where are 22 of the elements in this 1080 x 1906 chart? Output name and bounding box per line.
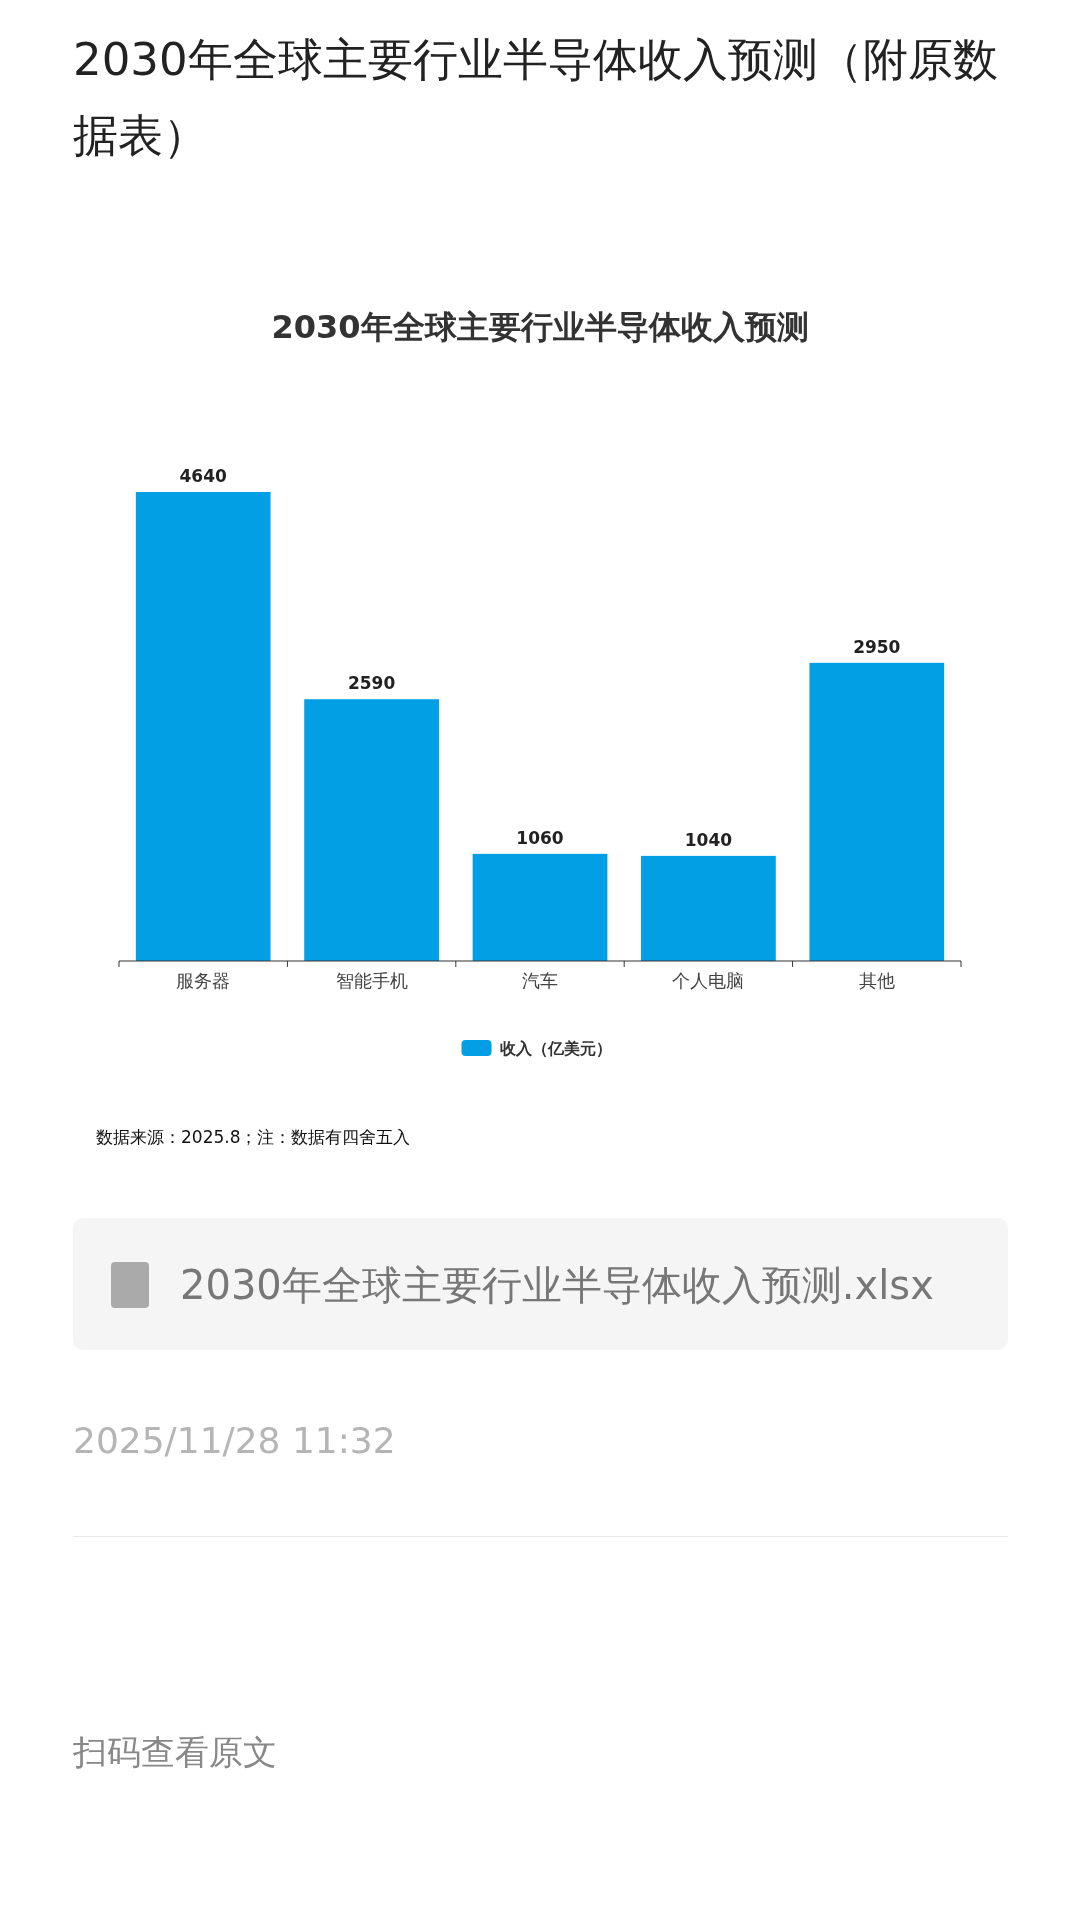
text: 2030年全球主要行业半导体收入预测.xlsx xyxy=(180,1261,934,1310)
x-tick-label: 个人电脑 xyxy=(672,970,745,991)
text: 扫码查看原文 xyxy=(73,1731,277,1774)
legend-label: 收入（亿美元） xyxy=(499,1039,612,1058)
data-label: 2590 xyxy=(347,673,396,694)
data-label: 1040 xyxy=(684,829,733,850)
text: 2030年全球主要行业半导体收入预测（附原数据表） xyxy=(73,32,999,164)
bar xyxy=(809,662,945,961)
x-tick-label: 其他 xyxy=(858,970,895,991)
x-tick-label: 汽车 xyxy=(522,970,558,991)
chart-title: 2030年全球主要行业半导体收入预测 xyxy=(271,308,809,346)
data-label: 1060 xyxy=(516,827,564,848)
x-tick-label: 服务器 xyxy=(176,970,231,991)
x-tick-label: 智能手机 xyxy=(335,970,408,991)
text: 2025/11/28 11:32 xyxy=(73,1420,396,1461)
bar xyxy=(472,853,608,961)
bar xyxy=(304,699,439,961)
bar xyxy=(641,855,776,961)
data-label: 4640 xyxy=(179,466,228,486)
source-note: 数据来源：2025.8；注：数据有四舍五入 xyxy=(96,1126,411,1149)
data-label: 2950 xyxy=(853,636,901,657)
bar xyxy=(135,492,271,961)
